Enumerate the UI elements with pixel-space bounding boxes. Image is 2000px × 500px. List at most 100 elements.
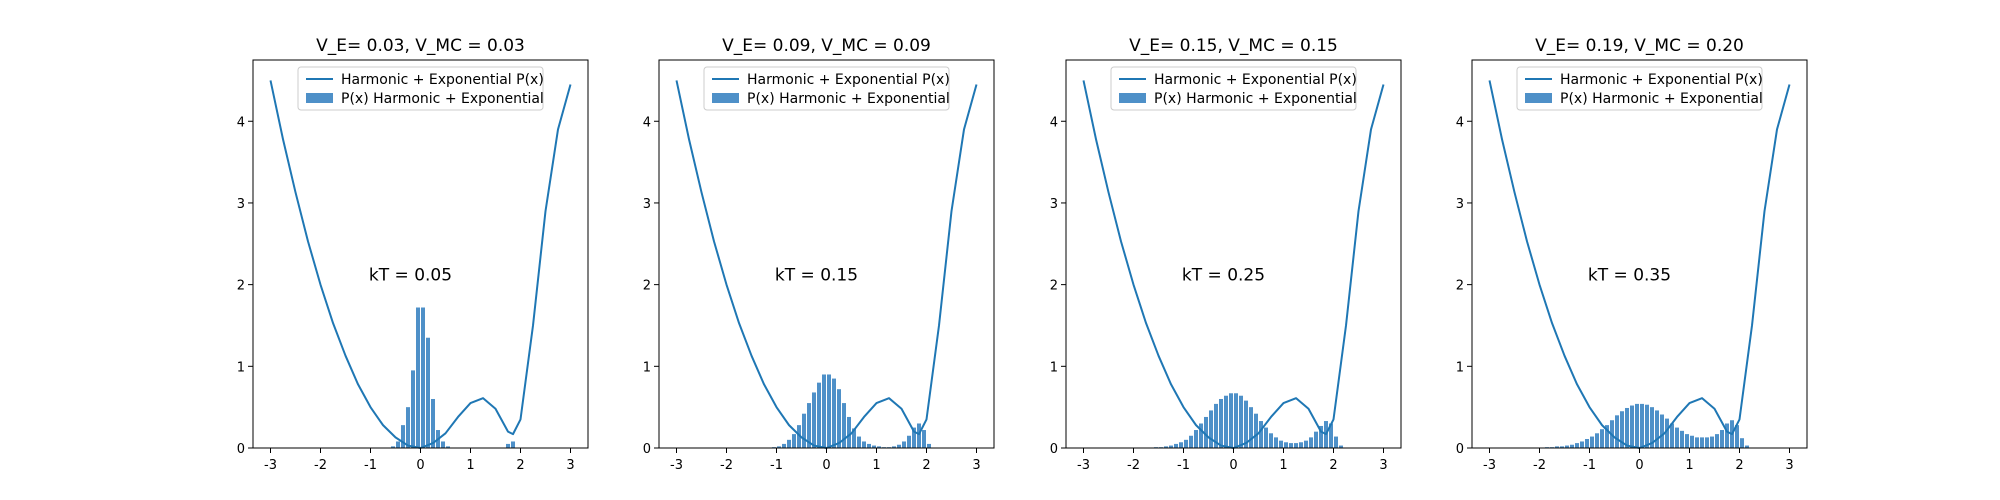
histogram-bar [1234, 393, 1238, 448]
histogram-bar [441, 441, 445, 448]
legend-bar-swatch [1525, 93, 1552, 103]
y-tick-label: 1 [1050, 360, 1058, 375]
histogram-bar [1174, 443, 1178, 448]
histogram-bar [802, 413, 806, 448]
x-tick-label: 2 [922, 458, 930, 473]
histogram-bar [1715, 434, 1719, 448]
histogram-bars [1545, 403, 1749, 448]
legend: Harmonic + Exponential P(x) P(x) Harmonic… [703, 66, 950, 111]
x-tick-label: -2 [1127, 458, 1140, 473]
histogram-bar [1199, 423, 1203, 448]
histogram-bar [511, 441, 515, 448]
histogram-bar [1680, 430, 1684, 448]
histogram-bar [777, 446, 781, 448]
histogram-bar [922, 430, 926, 448]
x-tick-label: -1 [1583, 458, 1596, 473]
histogram-bar [1705, 437, 1709, 448]
histogram-bar [1339, 445, 1343, 448]
histogram-bar [1630, 405, 1634, 448]
histogram-bar [391, 446, 395, 448]
legend-label-bars: P(x) Harmonic + Exponential [341, 91, 544, 107]
histogram-bar [1685, 434, 1689, 448]
histogram-bar [426, 337, 430, 448]
histogram-bar [1269, 433, 1273, 448]
x-tick-label: 0 [822, 458, 830, 473]
histogram-bar [446, 446, 450, 448]
histogram-bar [406, 407, 410, 448]
histogram-bar [1209, 410, 1213, 448]
kt-annotation: kT = 0.35 [1588, 266, 1671, 286]
legend-label-bars: P(x) Harmonic + Exponential [1560, 91, 1763, 107]
y-tick-label: 3 [1456, 197, 1464, 212]
histogram-bar [1244, 400, 1248, 448]
histogram-bars [391, 307, 515, 448]
x-tick-label: -3 [670, 458, 683, 473]
histogram-bar [867, 443, 871, 448]
x-tick-label: 3 [566, 458, 574, 473]
histogram-bar [1645, 404, 1649, 448]
subplot-title: V_E= 0.15, V_MC = 0.15 [1129, 36, 1338, 56]
x-tick-label: -1 [1177, 458, 1190, 473]
legend-label-curve: Harmonic + Exponential P(x) [747, 72, 950, 88]
x-tick-label: -1 [770, 458, 783, 473]
histogram-bar [1319, 425, 1323, 448]
x-tick-label: 1 [1685, 458, 1693, 473]
histogram-bar [1590, 436, 1594, 448]
histogram-bar [1314, 431, 1318, 448]
y-tick-label: 0 [1050, 442, 1058, 457]
axes-frame [658, 59, 995, 449]
histogram-bar [792, 434, 796, 448]
histogram-bar [1650, 407, 1654, 448]
x-tick-label: 1 [1279, 458, 1287, 473]
histogram-bar [1560, 446, 1564, 448]
histogram-bar [857, 436, 861, 448]
histogram-bar [832, 378, 836, 448]
histogram-bar [1249, 407, 1253, 448]
histogram-bar [1655, 410, 1659, 448]
subplot-4: -3 -2 -1 0 1 2 3 0 1 2 3 4 V_E= 0.19, V_MC = 0.20 kT … [1456, 36, 1808, 473]
histogram-bar [1600, 429, 1604, 448]
axes-frame [1471, 59, 1808, 449]
histogram-bar [1625, 407, 1629, 448]
x-tick-label: 0 [1229, 458, 1237, 473]
histogram-bar [902, 441, 906, 448]
x-tick-label: -2 [1533, 458, 1546, 473]
legend: Harmonic + Exponential P(x) P(x) Harmonic… [297, 66, 544, 111]
histogram-bar [1725, 423, 1729, 448]
histogram-bar [1299, 442, 1303, 448]
histogram-bar [1224, 395, 1228, 448]
histogram-bar [827, 374, 831, 448]
histogram-bar [1555, 446, 1559, 448]
histogram-bar [1184, 439, 1188, 448]
subplot-3: -3 -2 -1 0 1 2 3 0 1 2 3 4 V_E= 0.15, V_MC = 0.15 kT … [1050, 36, 1402, 473]
kt-annotation: kT = 0.05 [369, 266, 452, 286]
y-tick-label: 3 [643, 197, 651, 212]
histogram-bar [1309, 437, 1313, 448]
histogram-bar [1620, 411, 1624, 448]
legend-label-bars: P(x) Harmonic + Exponential [747, 91, 950, 107]
histogram-bar [1289, 443, 1293, 448]
histogram-bar [1615, 415, 1619, 448]
x-tick-label: 1 [466, 458, 474, 473]
legend: Harmonic + Exponential P(x) P(x) Harmonic… [1516, 66, 1763, 111]
y-tick-label: 1 [643, 360, 651, 375]
histogram-bar [1189, 435, 1193, 448]
potential-curve [1488, 80, 1791, 449]
histogram-bar [1675, 427, 1679, 448]
subplot-2: -3 -2 -1 0 1 2 3 0 1 2 3 4 V_E= 0.09, V_MC = 0.09 kT … [643, 36, 995, 473]
histogram-bars [772, 374, 931, 448]
y-tick-label: 4 [1456, 115, 1464, 130]
subplot-1: -3 -2 -1 0 1 2 3 0 1 2 3 4 V_E= 0.03, V_MC = 0.03 kT … [237, 36, 589, 473]
histogram-bar [1294, 443, 1298, 448]
histogram-bar [421, 307, 425, 448]
x-tick-label: -2 [314, 458, 327, 473]
subplot-title: V_E= 0.03, V_MC = 0.03 [316, 36, 525, 56]
histogram-bar [431, 398, 435, 448]
y-tick-label: 3 [1050, 197, 1058, 212]
histogram-bar [892, 446, 896, 448]
histogram-bar [847, 416, 851, 448]
histogram-bar [401, 425, 405, 448]
histogram-bar [907, 435, 911, 448]
x-tick-label: -3 [1483, 458, 1496, 473]
